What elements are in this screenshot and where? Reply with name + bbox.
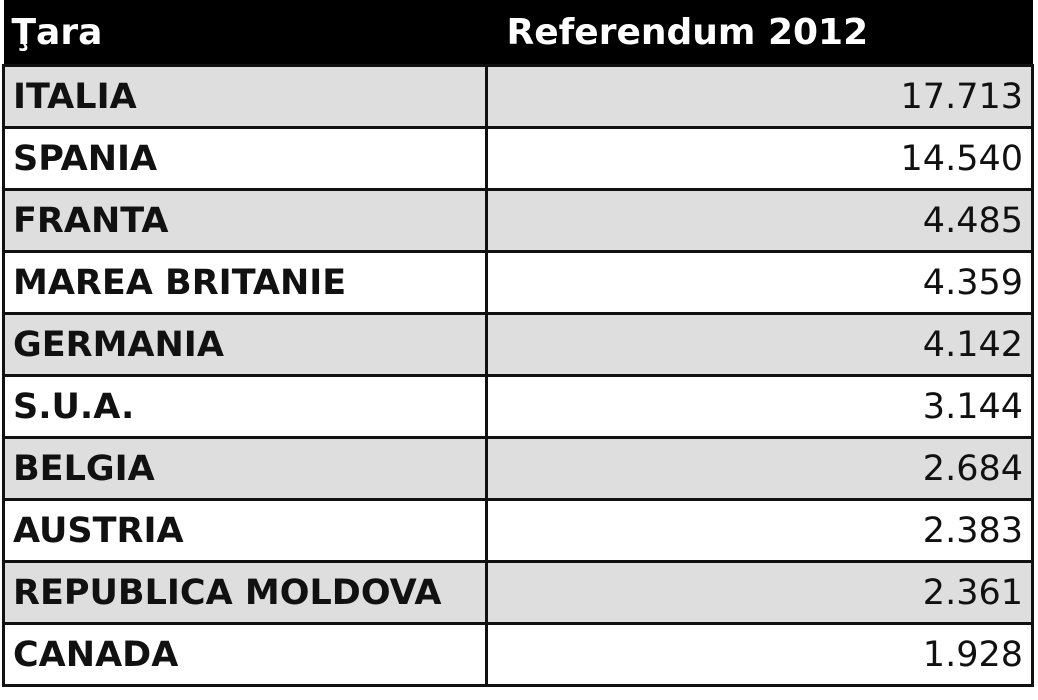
table-row: FRANTA 4.485 (2, 188, 1034, 253)
value-cell: 2.684 (485, 436, 1034, 501)
country-cell: BELGIA (2, 436, 488, 501)
country-cell: MAREA BRITANIE (2, 250, 488, 315)
country-cell: CANADA (2, 622, 488, 687)
value-cell: 3.144 (485, 374, 1034, 439)
value-cell: 2.361 (485, 560, 1034, 625)
country-cell: GERMANIA (2, 312, 488, 377)
table-row: SPANIA 14.540 (2, 126, 1034, 191)
table-row: AUSTRIA 2.383 (2, 498, 1034, 563)
value-cell: 14.540 (485, 126, 1034, 191)
header-country: Ţara (3, 0, 487, 66)
table-row: REPUBLICA MOLDOVA 2.361 (2, 560, 1034, 625)
table-row: ITALIA 17.713 (2, 64, 1034, 129)
value-cell: 17.713 (485, 64, 1034, 129)
value-cell: 4.485 (485, 188, 1034, 253)
country-cell: AUSTRIA (2, 498, 488, 563)
value-cell: 4.142 (485, 312, 1034, 377)
country-cell: SPANIA (2, 126, 488, 191)
table-row: MAREA BRITANIE 4.359 (2, 250, 1034, 315)
country-cell: ITALIA (2, 64, 488, 129)
header-row: Ţara Referendum 2012 (3, 0, 1033, 66)
country-cell: REPUBLICA MOLDOVA (2, 560, 488, 625)
table-row: GERMANIA 4.142 (2, 312, 1034, 377)
country-cell: S.U.A. (2, 374, 488, 439)
value-cell: 1.928 (485, 622, 1034, 687)
table-row: BELGIA 2.684 (2, 436, 1034, 501)
country-cell: FRANTA (2, 188, 488, 253)
table-row: CANADA 1.928 (2, 622, 1034, 687)
data-table: Ţara Referendum 2012 ITALIA 17.713 SPANIA 1… (2, 0, 1034, 687)
header-referendum: Referendum 2012 (486, 0, 1033, 66)
table-row: S.U.A. 3.144 (2, 374, 1034, 439)
value-cell: 4.359 (485, 250, 1034, 315)
value-cell: 2.383 (485, 498, 1034, 563)
